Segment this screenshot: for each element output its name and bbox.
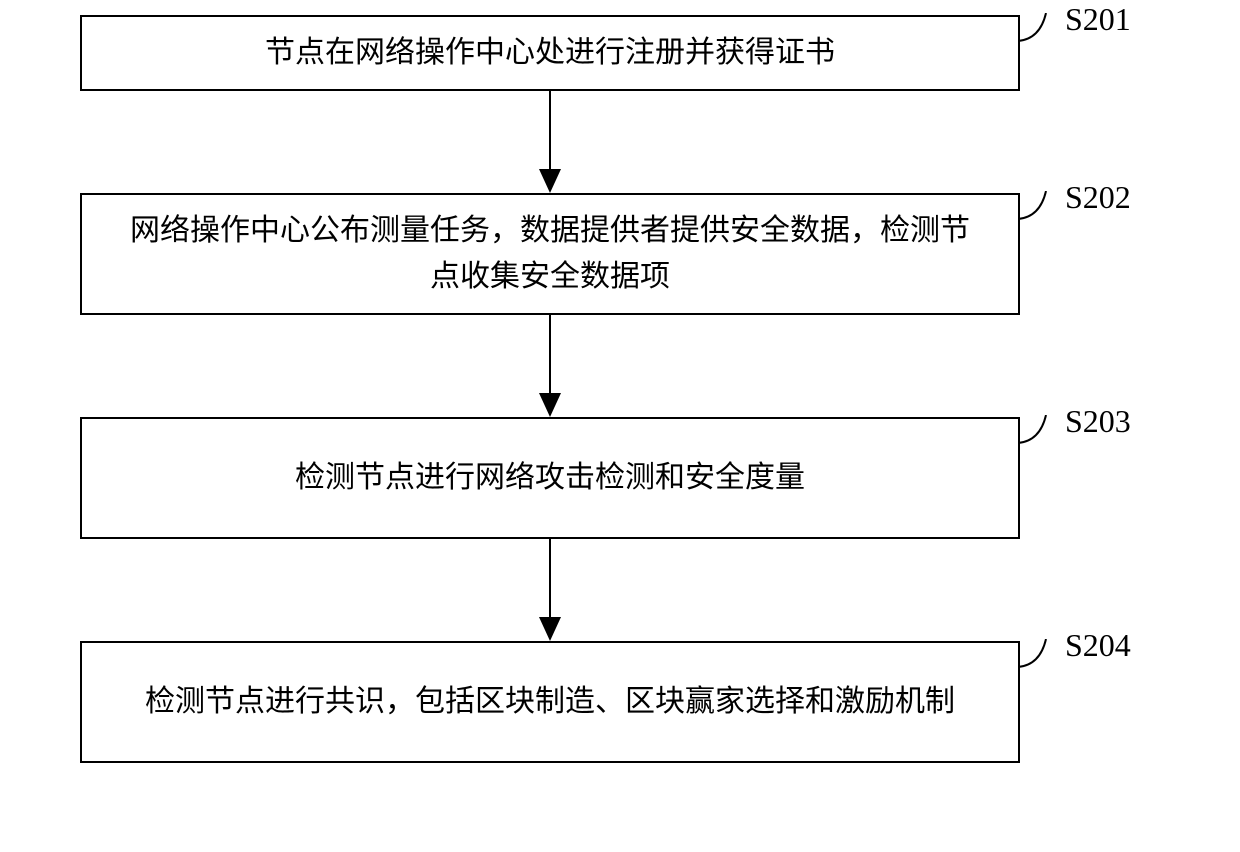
step-text: 检测节点进行共识，包括区块制造、区块赢家选择和激励机制 — [145, 679, 955, 726]
step-label: S202 — [1065, 179, 1131, 216]
step-text: 网络操作中心公布测量任务，数据提供者提供安全数据，检测节点收集安全数据项 — [122, 208, 978, 301]
step-s203: 检测节点进行网络攻击检测和安全度量 S203 — [80, 417, 1020, 539]
arrow-head — [539, 393, 561, 417]
arrow-head — [539, 169, 561, 193]
step-s204: 检测节点进行共识，包括区块制造、区块赢家选择和激励机制 S204 — [80, 641, 1020, 763]
flowchart: 节点在网络操作中心处进行注册并获得证书 S201 网络操作中心公布测量任务，数据… — [80, 15, 1160, 763]
step-box: 网络操作中心公布测量任务，数据提供者提供安全数据，检测节点收集安全数据项 — [80, 193, 1020, 315]
arrow-line — [549, 539, 551, 619]
arrow-line — [549, 91, 551, 171]
step-label: S204 — [1065, 627, 1131, 664]
step-box: 节点在网络操作中心处进行注册并获得证书 — [80, 15, 1020, 91]
step-box: 检测节点进行共识，包括区块制造、区块赢家选择和激励机制 — [80, 641, 1020, 763]
step-text: 节点在网络操作中心处进行注册并获得证书 — [265, 30, 835, 77]
arrow — [80, 91, 1020, 193]
step-box: 检测节点进行网络攻击检测和安全度量 — [80, 417, 1020, 539]
step-text: 检测节点进行网络攻击检测和安全度量 — [295, 455, 805, 502]
step-label: S201 — [1065, 1, 1131, 38]
step-s201: 节点在网络操作中心处进行注册并获得证书 S201 — [80, 15, 1020, 91]
arrow — [80, 539, 1020, 641]
arrow — [80, 315, 1020, 417]
arrow-line — [549, 315, 551, 395]
step-label: S203 — [1065, 403, 1131, 440]
arrow-head — [539, 617, 561, 641]
step-s202: 网络操作中心公布测量任务，数据提供者提供安全数据，检测节点收集安全数据项 S20… — [80, 193, 1020, 315]
